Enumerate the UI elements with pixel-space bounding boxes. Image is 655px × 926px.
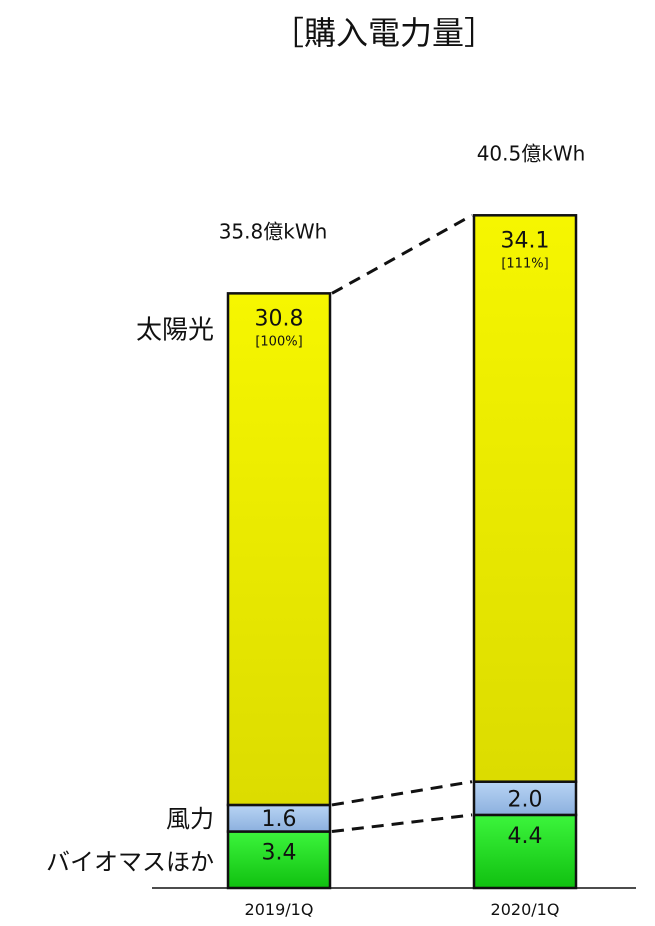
x-tick-label: 2019/1Q [245,900,314,919]
x-tick-label: 2020/1Q [491,900,560,919]
data-label: 2.0 [508,787,543,812]
bar-segment [226,830,332,890]
data-label: 30.8 [255,306,304,331]
bar-segment [472,214,578,783]
total-label: 35.8億kWh [219,219,328,243]
series-label: バイオマスほか [46,848,214,876]
connector-line [331,780,473,807]
bar-segment [226,803,332,833]
chart-title: ［購入電力量］ [272,14,496,52]
index-label: [111%] [501,256,548,271]
data-label: 1.6 [262,807,297,832]
index-label: [100%] [255,334,302,349]
data-label: 4.4 [508,824,543,849]
data-label: 34.1 [501,228,550,253]
bar-segment [226,292,332,807]
series-label: 風力 [166,805,214,833]
connector-line [331,213,473,295]
total-label: 40.5億kWh [477,141,586,165]
bar-segment [472,780,578,817]
connector-line [331,813,473,834]
data-label: 3.4 [262,841,297,866]
series-label: 太陽光 [136,315,214,345]
